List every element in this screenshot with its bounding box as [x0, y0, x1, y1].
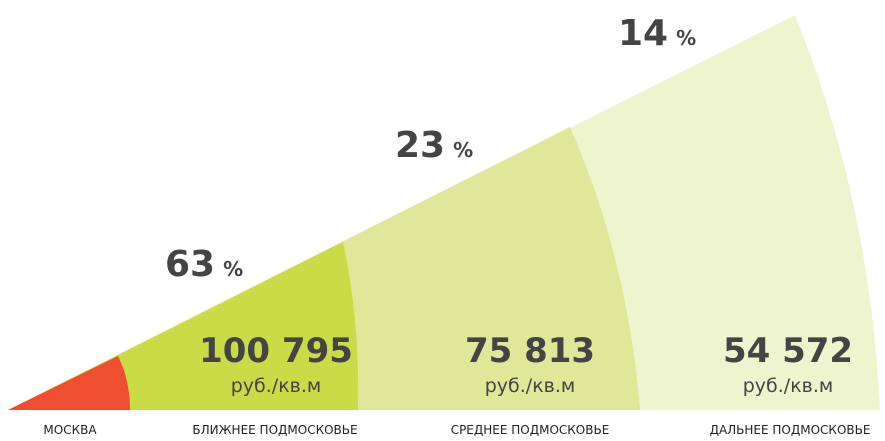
share-value: 14 — [618, 13, 668, 54]
price-unit: руб./кв.м — [743, 375, 834, 397]
percent-sign: % — [223, 257, 243, 281]
segment-label: БЛИЖНЕЕ ПОДМОСКОВЬЕ — [192, 423, 357, 437]
share: 14% — [618, 13, 696, 54]
price: 54 572 — [723, 331, 853, 371]
price: 100 795 — [199, 331, 353, 371]
percent-sign: % — [676, 26, 696, 50]
segment-moscow — [8, 356, 130, 410]
percent-sign: % — [453, 138, 473, 162]
segment-label: ДАЛЬНЕЕ ПОДМОСКОВЬЕ — [710, 423, 871, 437]
price-unit: руб./кв.м — [231, 375, 322, 397]
price: 75 813 — [465, 331, 595, 371]
share: 23% — [395, 125, 473, 166]
share-value: 23 — [395, 125, 445, 166]
price-unit: руб./кв.м — [485, 375, 576, 397]
segment-label: СРЕДНЕЕ ПОДМОСКОВЬЕ — [451, 423, 610, 437]
share: 63% — [165, 244, 243, 285]
share-value: 63 — [165, 244, 215, 285]
segment-label: МОСКВА — [43, 423, 97, 437]
